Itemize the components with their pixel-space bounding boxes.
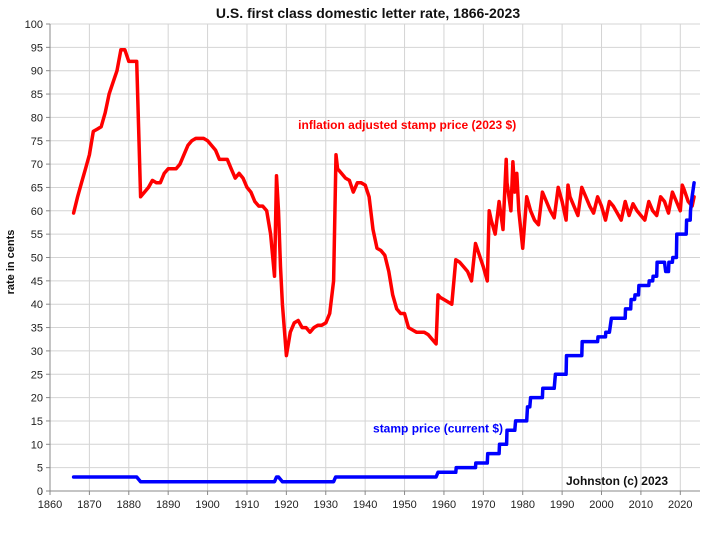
x-tick-label: 1890 (156, 499, 180, 511)
labels: U.S. first class domestic letter rate, 1… (5, 5, 668, 488)
y-tick-label: 70 (31, 159, 43, 171)
series-label-current-price: stamp price (current $) (373, 422, 503, 436)
y-tick-label: 35 (31, 323, 43, 335)
y-tick-label: 80 (31, 112, 43, 124)
y-tick-label: 40 (31, 299, 43, 311)
x-tick-label: 1940 (353, 499, 377, 511)
y-tick-label: 5 (37, 463, 43, 475)
credit-label: Johnston (c) 2023 (566, 474, 668, 488)
y-tick-label: 55 (31, 229, 43, 241)
x-tick-label: 1930 (314, 499, 338, 511)
x-tick-label: 1900 (195, 499, 219, 511)
y-tick-label: 0 (37, 486, 43, 498)
y-tick-label: 25 (31, 369, 43, 381)
x-tick-label: 2020 (668, 499, 692, 511)
y-tick-label: 85 (31, 89, 43, 101)
series (71, 47, 696, 484)
x-tick-label: 1880 (117, 499, 141, 511)
y-tick-label: 65 (31, 182, 43, 194)
x-tick-label: 2010 (629, 499, 653, 511)
x-tick-label: 1950 (392, 499, 416, 511)
series-label-inflation-adjusted: inflation adjusted stamp price (2023 $) (298, 118, 516, 132)
x-tick-label: 1960 (432, 499, 456, 511)
x-tick-label: 1910 (235, 499, 259, 511)
y-tick-label: 95 (31, 42, 43, 54)
y-tick-label: 15 (31, 416, 43, 428)
x-tick-label: 1990 (550, 499, 574, 511)
y-tick-label: 60 (31, 206, 43, 218)
chart-title: U.S. first class domestic letter rate, 1… (216, 5, 520, 21)
series-line-inflation-adjusted (71, 47, 696, 358)
x-tick-label: 1870 (77, 499, 101, 511)
x-tick-label: 1980 (510, 499, 534, 511)
series-line-current-price (71, 181, 696, 484)
x-tick-label: 2000 (589, 499, 613, 511)
grid (49, 23, 700, 492)
axes: 1860 1870 1880 1890 1900 1910 1920 1930 1940 1950… (25, 19, 700, 511)
y-tick-label: 75 (31, 136, 43, 148)
y-tick-label: 100 (25, 19, 43, 31)
y-tick-label: 45 (31, 276, 43, 288)
y-tick-label: 90 (31, 66, 43, 78)
y-tick-label: 30 (31, 346, 43, 358)
x-tick-label: 1970 (471, 499, 495, 511)
y-tick-label: 50 (31, 253, 43, 265)
y-tick-label: 10 (31, 439, 43, 451)
x-tick-label: 1920 (274, 499, 298, 511)
y-axis-label: rate in cents (5, 230, 17, 295)
y-tick-label: 20 (31, 393, 43, 405)
x-tick-label: 1860 (38, 499, 62, 511)
